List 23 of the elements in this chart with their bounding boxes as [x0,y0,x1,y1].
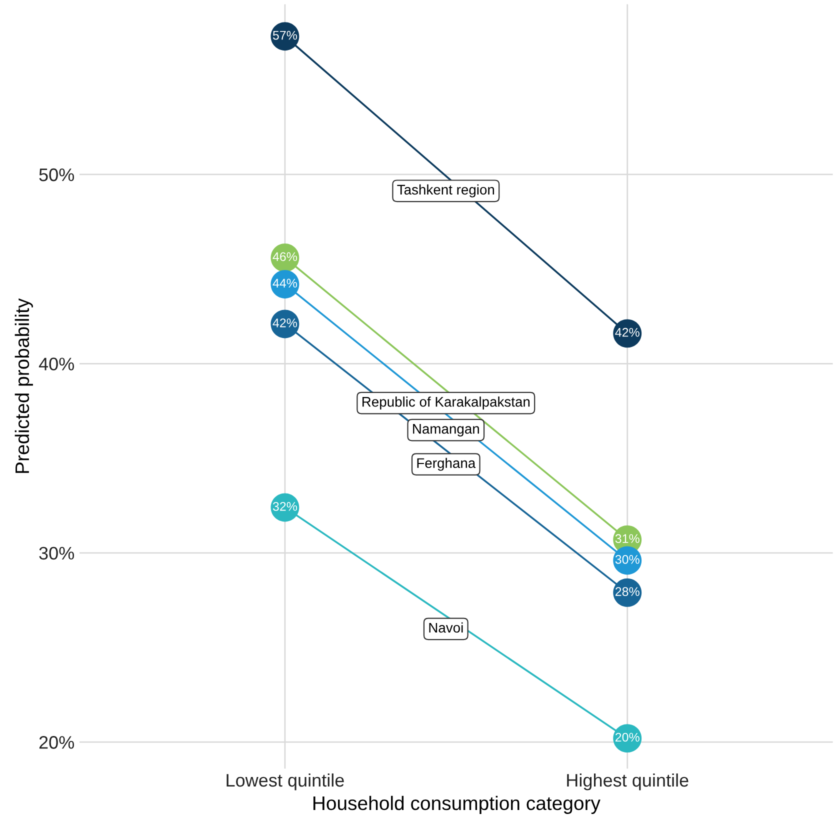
data-label: 31% [615,534,640,544]
data-label: 42% [615,328,640,337]
data-label: 57% [272,30,298,40]
y-tick-label: 40% [38,358,74,370]
data-label: 28% [615,587,640,596]
x-axis-title: Household consumption category [313,796,600,814]
x-tick-label: Lowest quintile [226,773,344,790]
y-axis-title: Predicted probability [14,298,33,473]
data-label: 30% [615,554,640,564]
series-label: Republic of Karakalpakstan [362,396,530,410]
y-tick-label: 20% [39,736,74,749]
series-label: Namangan [413,424,479,436]
series-label: Navoi [429,622,463,633]
data-label: 20% [615,732,640,742]
y-tick-label: 30% [39,546,74,560]
x-tick-label: Highest quintile [567,773,688,790]
data-label: 42% [272,318,298,328]
series-label: Ferghana [417,458,476,471]
data-label: 32% [272,502,298,511]
series-label: Tashkent region [397,184,494,198]
y-tick-label: 50% [39,168,74,182]
data-label: 44% [272,278,298,288]
data-label: 46% [272,252,298,262]
